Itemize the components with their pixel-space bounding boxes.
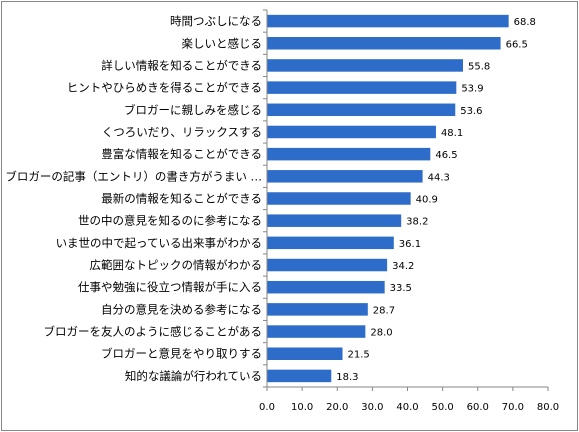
value-label: 48.1 bbox=[441, 128, 463, 139]
bar bbox=[267, 125, 436, 139]
bars bbox=[267, 14, 509, 383]
bar bbox=[267, 258, 388, 272]
value-label: 68.8 bbox=[514, 17, 536, 28]
value-label: 34.2 bbox=[392, 261, 414, 272]
category-label: ブロガーと意見をやり取りする bbox=[101, 347, 262, 361]
x-tick-label: 30.0 bbox=[361, 402, 383, 413]
x-tick-label: 50.0 bbox=[431, 402, 453, 413]
value-label: 18.3 bbox=[336, 372, 358, 383]
bar bbox=[267, 347, 343, 360]
x-tick-label: 80.0 bbox=[537, 402, 559, 413]
value-label: 36.1 bbox=[399, 239, 421, 250]
bar bbox=[267, 14, 509, 28]
value-label: 28.0 bbox=[370, 328, 392, 339]
category-label: 最新の情報を知ることができる bbox=[101, 192, 262, 206]
x-tick-label: 60.0 bbox=[467, 402, 489, 413]
value-labels: 68.8 66.5 55.8 53.9 53.6 48.1 46.5 44.3 40.9 38.2… bbox=[336, 17, 536, 383]
category-label: 時間つぶしになる bbox=[170, 14, 262, 28]
bar bbox=[267, 59, 463, 72]
x-tick-label: 20.0 bbox=[326, 402, 348, 413]
bar bbox=[267, 37, 501, 50]
x-tick-label: 10.0 bbox=[291, 402, 313, 413]
x-tick-labels: 0.0 10.0 20.0 30.0 40.0 50.0 60.0 70.0 80.0 bbox=[259, 402, 559, 413]
bar bbox=[267, 325, 366, 338]
category-label: 豊富な情報を知ることができる bbox=[101, 147, 262, 161]
category-label: ブロガーに親しみを感じる bbox=[124, 103, 262, 117]
bar bbox=[267, 280, 385, 294]
category-label: くつろいだり、リラックスする bbox=[102, 125, 262, 139]
bar bbox=[267, 170, 423, 183]
category-label: 自分の意見を決める参考になる bbox=[101, 302, 262, 316]
category-label: 仕事や勉強に役立つ情報が手に入る bbox=[78, 280, 262, 294]
value-label: 46.5 bbox=[435, 150, 457, 161]
category-label: ブロガーの記事（エントリ）の書き方がうまい … bbox=[5, 169, 262, 183]
category-label: いま世の中で起っている出来事がわかる bbox=[56, 236, 262, 250]
category-label: ヒントやひらめきを得ることができる bbox=[67, 81, 262, 95]
bar bbox=[267, 192, 411, 205]
value-label: 33.5 bbox=[390, 283, 412, 294]
value-label: 53.6 bbox=[460, 106, 482, 117]
category-label: 詳しい情報を知ることができる bbox=[101, 58, 262, 72]
category-label: 世の中の意見を知るのに参考になる bbox=[78, 214, 262, 228]
axes bbox=[263, 9, 549, 391]
category-label: 楽しいと感じる bbox=[182, 36, 263, 50]
x-tick-label: 0.0 bbox=[259, 402, 275, 413]
x-tick-label: 40.0 bbox=[396, 402, 418, 413]
x-tick-label: 70.0 bbox=[502, 402, 524, 413]
bar bbox=[267, 236, 394, 250]
value-label: 66.5 bbox=[506, 39, 528, 50]
category-labels: 時間つぶしになる楽しいと感じる詳しい情報を知ることができるヒントやひらめきを得る… bbox=[5, 14, 262, 383]
value-label: 53.9 bbox=[461, 84, 483, 95]
bar bbox=[267, 303, 368, 316]
category-label: 知的な議論が行われている bbox=[125, 369, 262, 383]
bar bbox=[267, 214, 402, 227]
category-label: ブロガーを友人のように感じることがある bbox=[44, 325, 263, 339]
value-label: 55.8 bbox=[468, 61, 490, 72]
bar bbox=[267, 81, 457, 94]
value-label: 40.9 bbox=[416, 195, 438, 206]
bar bbox=[267, 147, 431, 161]
category-label: 広範囲なトピックの情報がわかる bbox=[90, 258, 263, 272]
value-label: 44.3 bbox=[428, 172, 450, 183]
bar bbox=[267, 369, 332, 383]
value-label: 21.5 bbox=[348, 350, 370, 361]
value-label: 38.2 bbox=[406, 217, 428, 228]
bar bbox=[267, 103, 456, 117]
value-label: 28.7 bbox=[373, 305, 395, 316]
